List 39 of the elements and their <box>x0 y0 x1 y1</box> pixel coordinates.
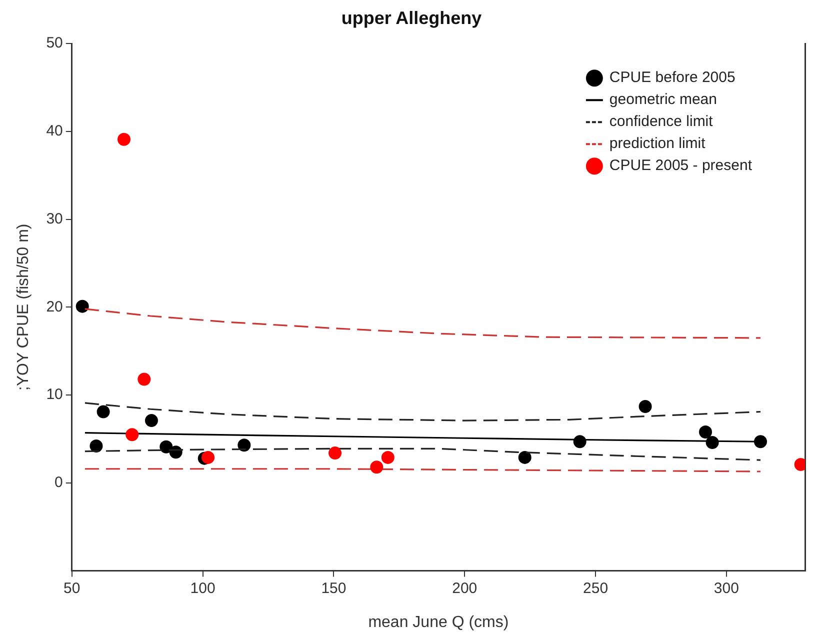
point <box>328 446 342 460</box>
x-tick-label: 200 <box>452 580 478 597</box>
point <box>381 450 394 464</box>
legend-label: CPUE before 2005 <box>609 69 736 86</box>
legend-label: CPUE 2005 - present <box>609 157 753 174</box>
x-axis-title: mean June Q (cms) <box>368 614 509 631</box>
point <box>117 132 130 146</box>
point <box>518 450 532 464</box>
point <box>238 438 251 452</box>
point <box>160 440 173 454</box>
line-series <box>84 448 762 461</box>
point <box>126 428 139 442</box>
y-tick-label: 50 <box>46 34 63 52</box>
y-axis-title: ;YOY CPUE (fish/50 m) <box>15 224 32 391</box>
y-tick-label: 10 <box>46 386 63 404</box>
y-tick-label: 0 <box>54 474 63 492</box>
point <box>202 450 215 464</box>
y-tick-label: 20 <box>46 298 63 316</box>
point <box>370 460 384 474</box>
y-tick-label: 30 <box>46 210 63 228</box>
y-tick-label: 40 <box>46 122 63 140</box>
legend-label: confidence limit <box>609 113 714 130</box>
point <box>138 372 151 386</box>
line-series <box>84 402 762 422</box>
point <box>754 435 767 448</box>
point <box>638 400 652 413</box>
point <box>96 405 110 418</box>
legend-label: prediction limit <box>609 135 706 152</box>
x-tick-label: 250 <box>583 580 608 597</box>
point <box>699 425 712 438</box>
chart-title: upper Allegheny <box>341 8 482 28</box>
point <box>76 300 89 313</box>
x-tick-label: 50 <box>64 580 80 597</box>
point <box>90 440 103 453</box>
point <box>144 414 158 428</box>
legend-label: geometric mean <box>609 91 717 108</box>
x-tick-label: 100 <box>190 580 216 597</box>
x-tick-label: 150 <box>321 580 346 597</box>
x-tick-label: 300 <box>714 580 739 597</box>
